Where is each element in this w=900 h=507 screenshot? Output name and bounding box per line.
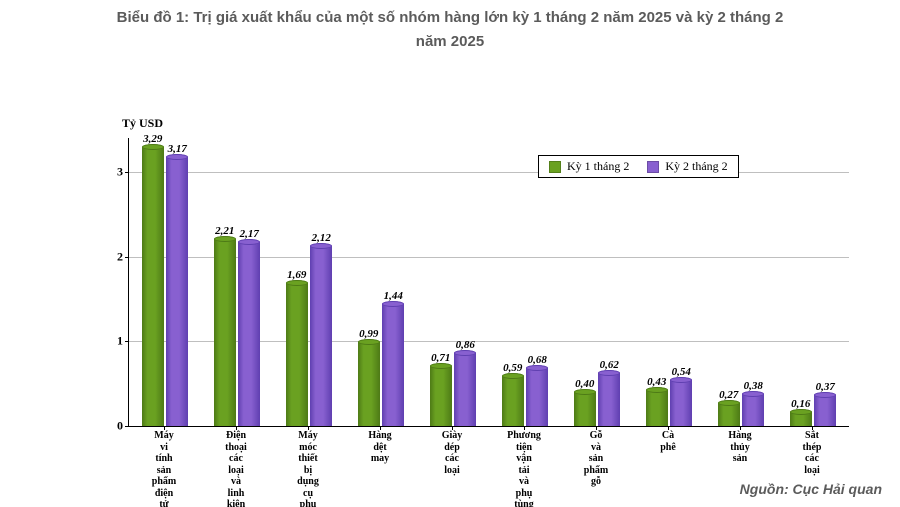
- y-tick-mark: [125, 172, 129, 173]
- bar-group: 0,160,37: [790, 138, 836, 426]
- bar-value-label: 3,29: [143, 133, 162, 147]
- bar: 0,99: [358, 342, 380, 426]
- bar-value-label: 2,21: [215, 225, 234, 239]
- bar-value-label: 0,99: [359, 328, 378, 342]
- bar: 0,68: [526, 368, 548, 426]
- category-label: Càphê: [632, 430, 704, 453]
- source-text: Nguồn: Cục Hải quan: [740, 481, 882, 497]
- bar-group: 0,430,54: [646, 138, 692, 426]
- bar: 2,12: [310, 246, 332, 426]
- chart-title: Biểu đồ 1: Trị giá xuất khẩu của một số …: [0, 0, 900, 54]
- bar-group: 0,710,86: [430, 138, 476, 426]
- bar-group: 2,212,17: [214, 138, 260, 426]
- bar-value-label: 0,71: [431, 352, 450, 366]
- bar-value-label: 0,27: [719, 389, 738, 403]
- bar-value-label: 0,86: [456, 339, 475, 353]
- category-label: Hàngthủysản: [704, 430, 776, 465]
- bar-group: 3,293,17: [142, 138, 188, 426]
- legend-swatch: [549, 161, 561, 173]
- legend: Kỳ 1 tháng 2 Kỳ 2 tháng 2: [538, 155, 739, 178]
- bar-value-label: 2,12: [312, 232, 331, 246]
- bar-group: 0,400,62: [574, 138, 620, 426]
- source-credit: Nguồn: Cục Hải quan: [740, 481, 882, 497]
- bar-value-label: 0,37: [816, 381, 835, 395]
- bar: 0,59: [502, 376, 524, 426]
- chart-area: Tỷ USD01233,293,172,212,171,692,120,991,…: [40, 60, 860, 507]
- bar: 2,21: [214, 239, 236, 426]
- bar-group: 0,590,68: [502, 138, 548, 426]
- bar: 2,17: [238, 242, 260, 426]
- bar: 0,86: [454, 353, 476, 426]
- bar-value-label: 0,59: [503, 362, 522, 376]
- bar: 0,43: [646, 390, 668, 426]
- bar-value-label: 1,44: [384, 290, 403, 304]
- bar-value-label: 0,54: [672, 366, 691, 380]
- bar-value-label: 1,69: [287, 269, 306, 283]
- bar: 0,54: [670, 380, 692, 426]
- bar-group: 0,991,44: [358, 138, 404, 426]
- y-axis-unit: Tỷ USD: [122, 116, 163, 131]
- bar-value-label: 0,40: [575, 378, 594, 392]
- y-tick-mark: [125, 341, 129, 342]
- title-line-1: Biểu đồ 1: Trị giá xuất khẩu của một số …: [117, 9, 784, 26]
- plot-area: 01233,293,172,212,171,692,120,991,440,71…: [128, 138, 849, 427]
- y-tick-mark: [125, 257, 129, 258]
- bar-group: 0,270,38: [718, 138, 764, 426]
- bar: 1,69: [286, 283, 308, 426]
- category-label: Phươngtiệnvậntảivàphụtùng: [488, 430, 560, 507]
- bar: 0,71: [430, 366, 452, 426]
- category-label: Hàngdệtmay: [344, 430, 416, 465]
- bar: 0,62: [598, 373, 620, 426]
- bar: 1,44: [382, 304, 404, 426]
- category-label: Máyvitínhsảnphẩmđiệntửvàlinhkiện: [128, 430, 200, 507]
- bar: 3,17: [166, 157, 188, 426]
- bar: 3,29: [142, 147, 164, 426]
- bar-value-label: 0,62: [600, 359, 619, 373]
- legend-label: Kỳ 2 tháng 2: [665, 159, 727, 174]
- bar-value-label: 0,38: [744, 380, 763, 394]
- legend-swatch: [647, 161, 659, 173]
- category-label: Gỗvàsảnphẩmgỗ: [560, 430, 632, 488]
- bar-value-label: 0,43: [647, 376, 666, 390]
- category-label: Sắtthépcácloại: [776, 430, 848, 476]
- bar: 0,38: [742, 394, 764, 426]
- category-label: Máymócthiếtbịdụngcụphụtùngkhác: [272, 430, 344, 507]
- bar: 0,40: [574, 392, 596, 426]
- title-line-2: năm 2025: [416, 33, 484, 50]
- bar: 0,27: [718, 403, 740, 426]
- legend-item: Kỳ 1 tháng 2: [549, 159, 629, 174]
- category-label: Điệnthoạicácloạivàlinhkiện: [200, 430, 272, 507]
- category-label: Giàydépcácloại: [416, 430, 488, 476]
- bar-group: 1,692,12: [286, 138, 332, 426]
- bar-value-label: 0,16: [791, 398, 810, 412]
- bar-value-label: 0,68: [528, 354, 547, 368]
- bar-value-label: 3,17: [168, 143, 187, 157]
- bar: 0,16: [790, 412, 812, 426]
- bar-value-label: 2,17: [240, 228, 259, 242]
- legend-label: Kỳ 1 tháng 2: [567, 159, 629, 174]
- bar: 0,37: [814, 395, 836, 426]
- legend-item: Kỳ 2 tháng 2: [647, 159, 727, 174]
